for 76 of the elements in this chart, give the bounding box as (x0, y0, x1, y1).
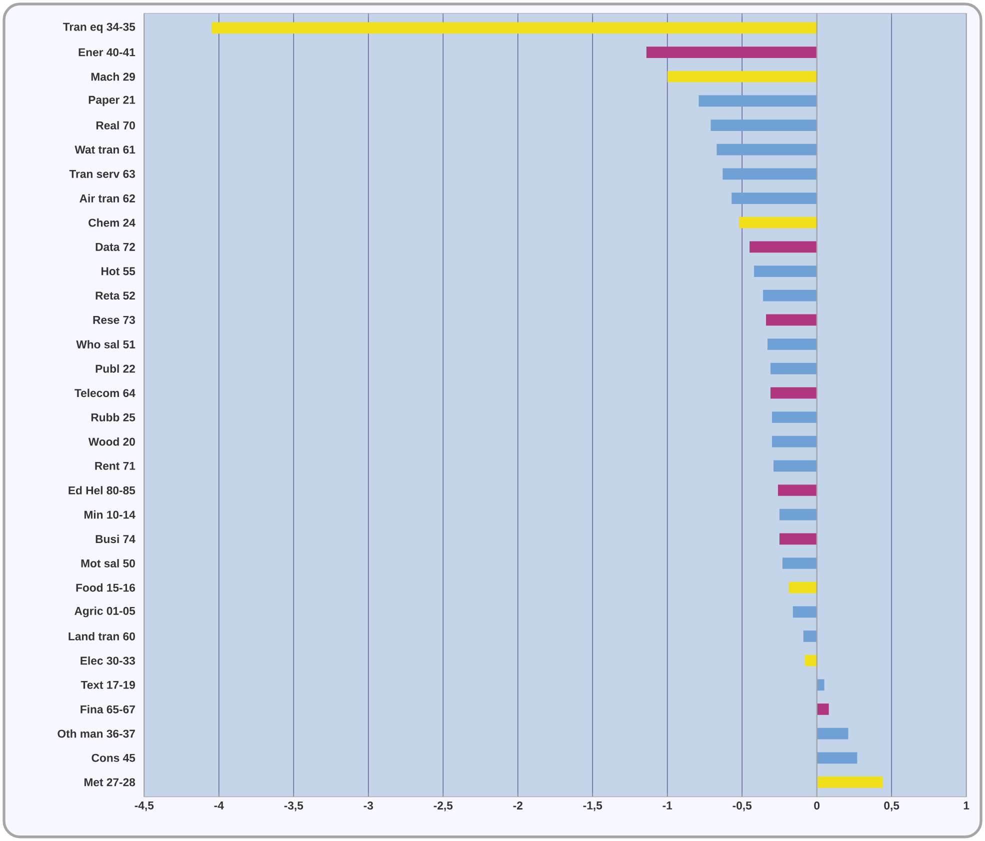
bar (698, 95, 817, 107)
y-tick-label: Met 27-28 (84, 778, 136, 786)
x-tick-label: -1,5 (583, 802, 602, 812)
bar (792, 606, 817, 618)
bar (750, 241, 817, 253)
y-tick-label: Rent 71 (95, 462, 136, 470)
x-tick-label: -3,5 (284, 802, 304, 812)
bar (779, 508, 817, 520)
y-tick-label: Mot sal 50 (81, 559, 135, 568)
x-tick-label: -2 (513, 802, 522, 810)
bar (788, 582, 817, 594)
y-tick-label: Oth man 36-37 (58, 729, 135, 738)
bar (816, 776, 883, 788)
bar (646, 46, 817, 58)
y-tick-label: Elec 30-33 (80, 656, 136, 665)
bar (816, 704, 829, 715)
x-tick-label: -4 (214, 802, 224, 810)
bar (773, 460, 817, 472)
bar (766, 314, 817, 326)
bar (770, 362, 817, 374)
y-tick-label: Rese 73 (93, 316, 136, 324)
bar (754, 266, 817, 278)
bar (770, 387, 817, 399)
y-tick-label: Publ 22 (96, 364, 135, 373)
x-tick-label: -1 (662, 802, 672, 810)
bar (211, 22, 817, 34)
bar (803, 630, 817, 642)
bar (779, 533, 817, 545)
bar (768, 338, 817, 350)
bar (772, 412, 817, 423)
bar (816, 728, 848, 740)
y-tick-label: Wood 20 (88, 437, 135, 446)
bar (710, 120, 817, 132)
y-tick-label: Tran eq 34-35 (63, 22, 136, 34)
x-tick-label: 0 (814, 802, 820, 810)
x-tick-label: 1 (964, 802, 970, 810)
y-tick-label: Min 10-14 (84, 510, 136, 519)
y-tick-label: Agric 01-05 (74, 606, 136, 618)
y-tick-label: Chem 24 (88, 218, 136, 227)
bar (816, 679, 824, 691)
y-tick-label: Ed Hel 80-85 (68, 486, 136, 494)
y-tick-label: Rubb 25 (91, 413, 136, 422)
y-tick-label: Tran serv 63 (69, 170, 136, 178)
y-tick-label: Fina 65-67 (80, 705, 135, 714)
bar (763, 290, 817, 302)
y-tick-label: Mach 29 (91, 72, 135, 81)
x-tick-label: -0,5 (732, 802, 752, 812)
x-tick-label: -2,5 (434, 802, 453, 812)
y-tick-label: Food 15-16 (76, 583, 136, 592)
y-tick-label: Who sal 51 (76, 340, 136, 348)
bar (722, 168, 817, 180)
bar (739, 216, 817, 228)
bar (816, 752, 858, 764)
y-tick-label: Paper 21 (88, 96, 136, 106)
x-tick-label: -4,5 (134, 802, 154, 812)
y-tick-label: Busi 74 (96, 534, 136, 544)
bar (782, 558, 817, 569)
bar (732, 192, 817, 204)
y-tick-label: Hot 55 (102, 267, 136, 276)
y-tick-label: Ener 40-41 (78, 48, 136, 56)
y-tick-label: Air tran 62 (80, 194, 135, 202)
y-tick-label: Telecom 64 (74, 388, 136, 398)
y-tick-label: Wat tran 61 (74, 146, 136, 154)
y-tick-label: Data 72 (96, 242, 135, 252)
bar (667, 71, 817, 82)
y-tick-label: Real 70 (96, 121, 135, 130)
bar (804, 654, 817, 666)
y-tick-label: Land tran 60 (68, 632, 135, 640)
bar (772, 436, 817, 448)
y-tick-label: Cons 45 (92, 754, 136, 762)
y-tick-label: Text 17-19 (80, 680, 135, 689)
bar (716, 144, 817, 156)
x-tick-label: 0,5 (884, 802, 900, 812)
y-tick-label: Reta 52 (96, 292, 135, 300)
bar (778, 484, 817, 496)
x-tick-label: -3 (364, 802, 374, 810)
